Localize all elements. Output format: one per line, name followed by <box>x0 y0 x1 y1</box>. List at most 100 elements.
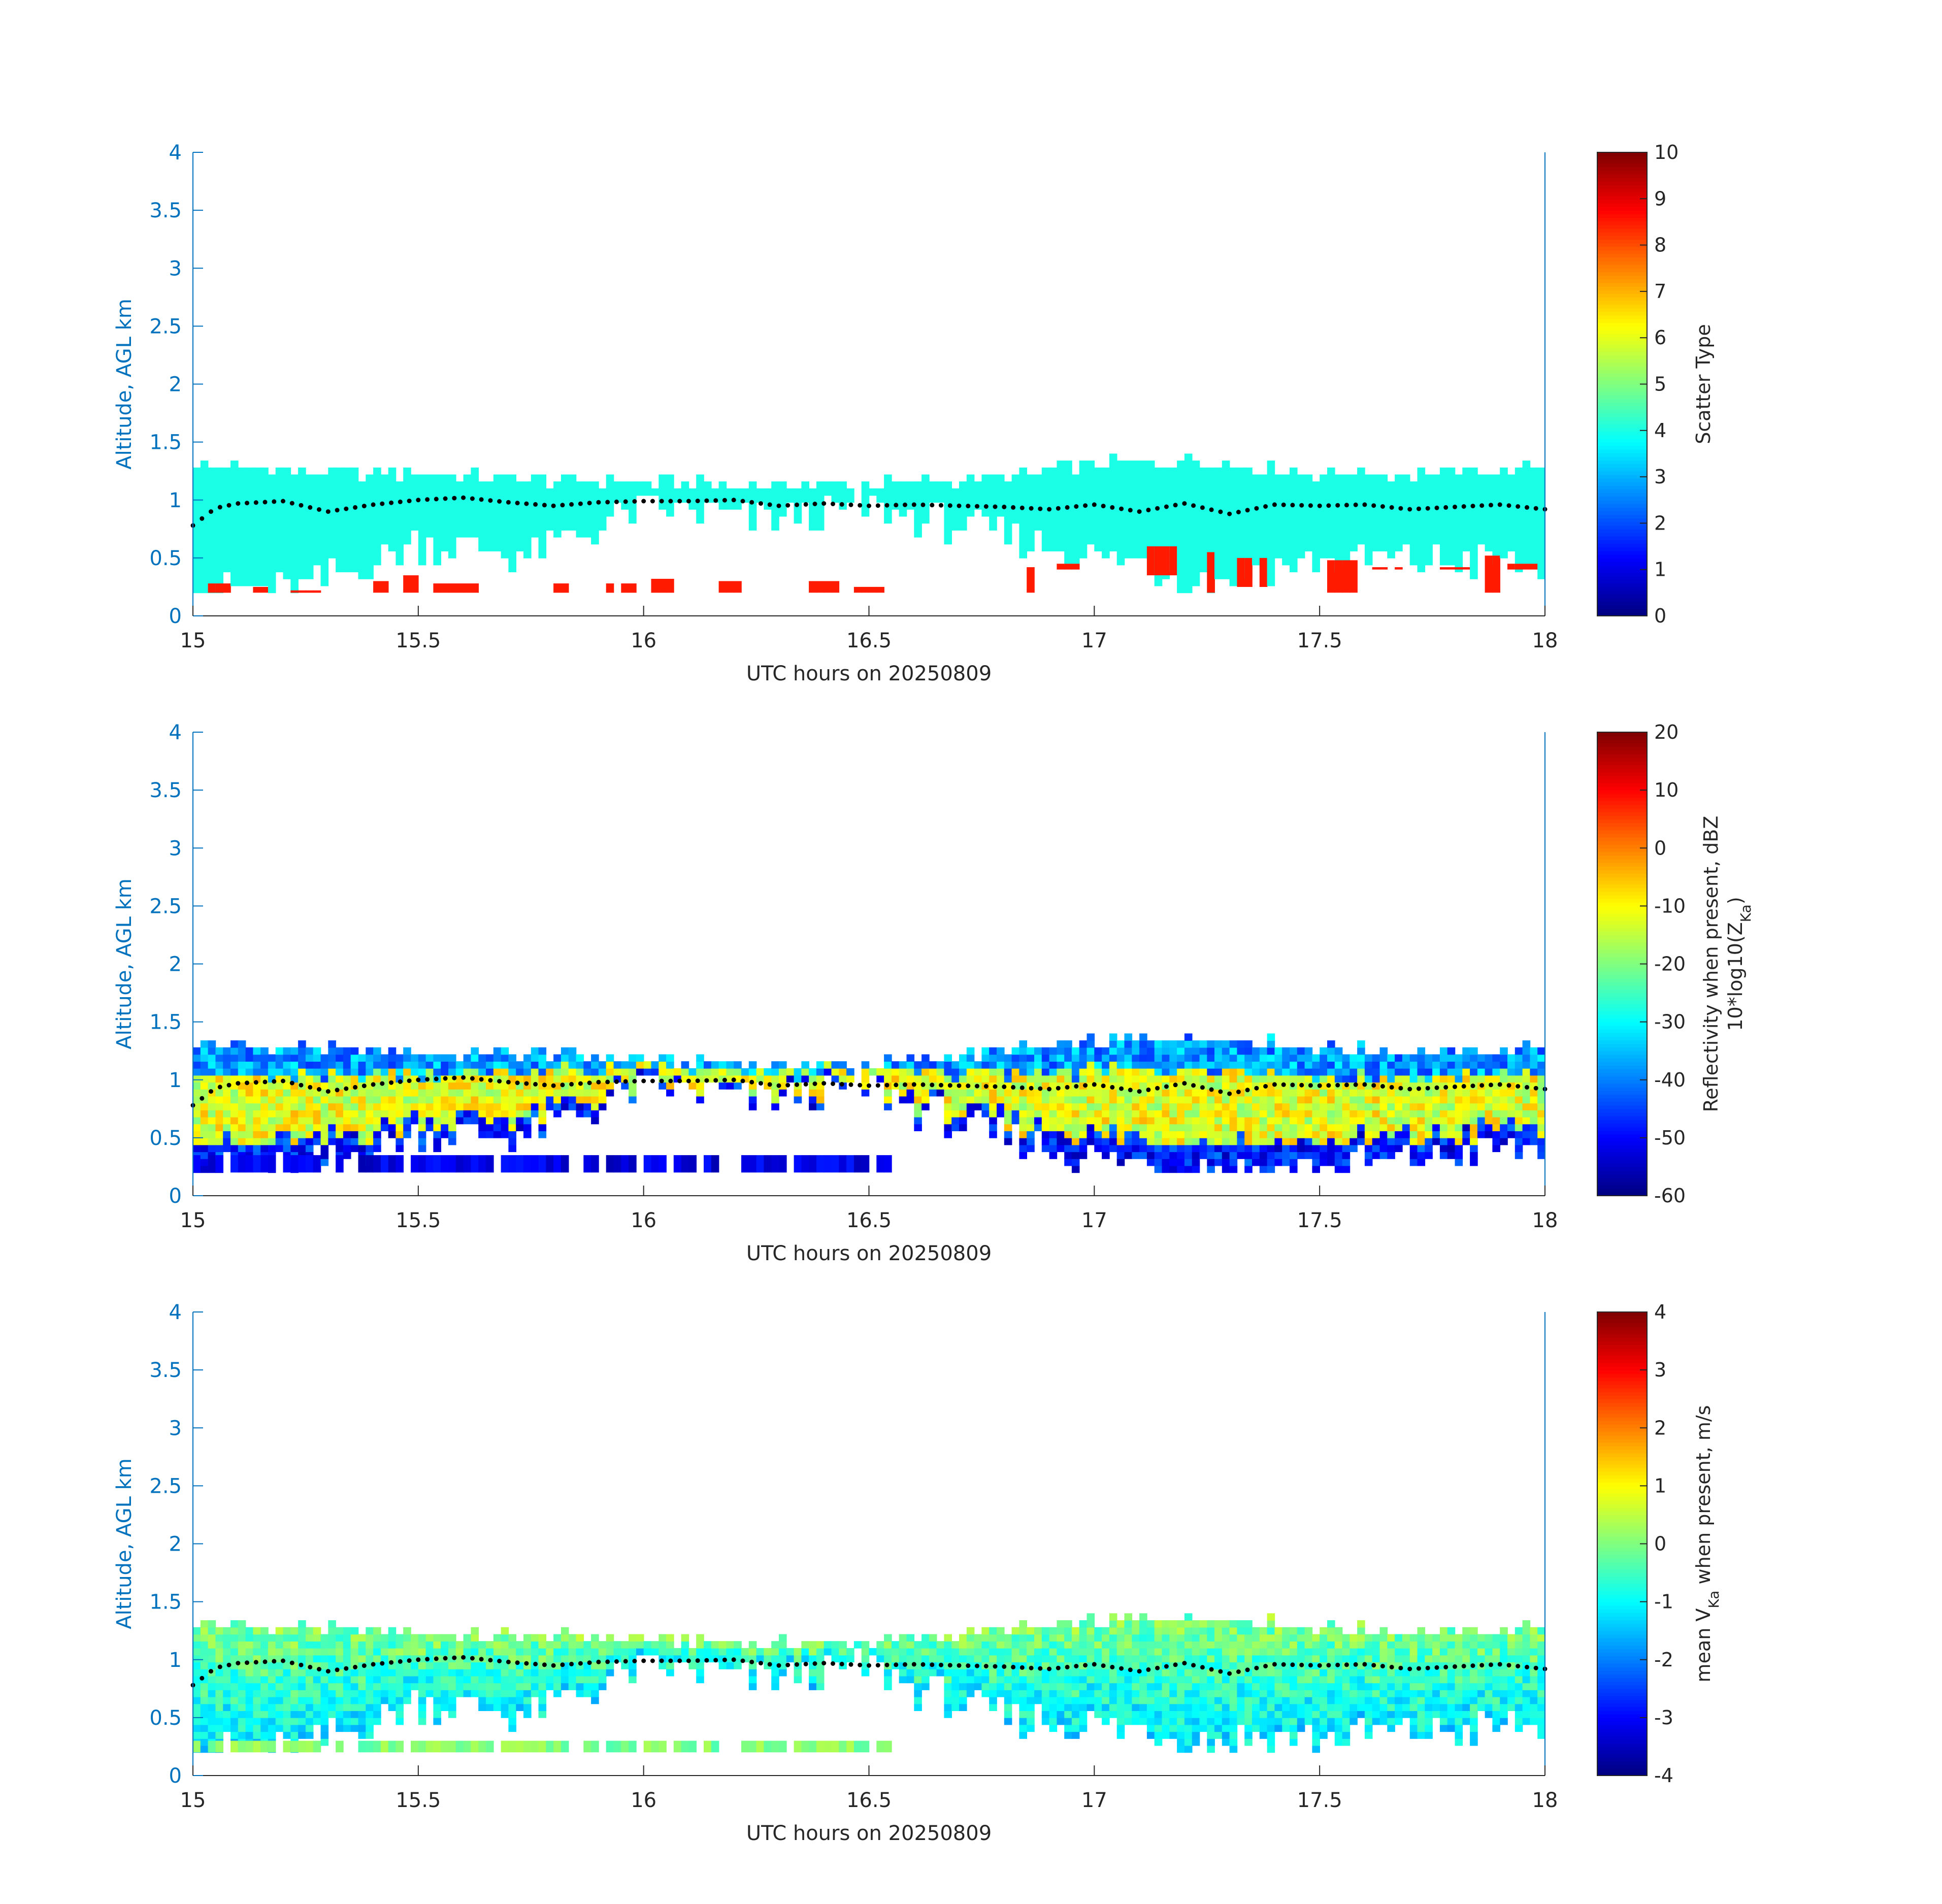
heatmap-cell <box>305 474 314 482</box>
heatmap-cell <box>1146 530 1155 538</box>
heatmap-cell <box>305 1054 314 1062</box>
heatmap-cell <box>1267 1040 1275 1048</box>
heatmap-cell <box>914 481 922 489</box>
heatmap-cell <box>1244 1152 1253 1159</box>
series-dot <box>1200 505 1205 510</box>
heatmap-cell <box>531 1054 539 1062</box>
heatmap-cell <box>1395 474 1403 482</box>
heatmap-cell <box>1485 523 1493 531</box>
heatmap-cell <box>1274 1068 1282 1076</box>
colorbar-segment <box>1597 978 1647 982</box>
series-dot <box>839 1081 844 1087</box>
heatmap-cell <box>208 1047 216 1055</box>
heatmap-cell-lower <box>1259 557 1268 587</box>
heatmap-cell <box>1034 509 1042 517</box>
heatmap-cell <box>1537 557 1545 566</box>
heatmap-cell <box>1094 1103 1102 1110</box>
heatmap-cell <box>1507 1054 1516 1062</box>
heatmap-cell <box>1079 509 1088 517</box>
series-dot <box>533 1081 538 1087</box>
heatmap-cell <box>989 1047 997 1055</box>
heatmap-cell <box>1109 453 1117 461</box>
heatmap-cell <box>1372 1137 1380 1145</box>
heatmap-cell <box>441 474 449 482</box>
heatmap-cell <box>1507 1110 1516 1118</box>
heatmap-cell <box>433 488 441 496</box>
heatmap-cell <box>1447 537 1456 545</box>
colorbar-segment <box>1597 794 1647 798</box>
heatmap-cell <box>1402 1103 1410 1110</box>
heatmap-cell-lower <box>853 586 862 593</box>
heatmap-cell <box>373 557 381 566</box>
heatmap-cell <box>1349 1061 1358 1069</box>
heatmap-cell <box>1229 1117 1238 1125</box>
heatmap-cell <box>997 1068 1005 1076</box>
heatmap-cell <box>1027 1124 1035 1131</box>
heatmap-cell <box>478 523 486 531</box>
heatmap-cell <box>320 1054 329 1062</box>
colorbar-segment <box>1597 801 1647 805</box>
series-dot <box>1119 506 1124 511</box>
heatmap-cell <box>1004 530 1012 538</box>
heatmap-cell <box>253 1068 261 1076</box>
heatmap-cell <box>1079 467 1088 475</box>
heatmap-cell <box>1177 1137 1185 1145</box>
heatmap-cell <box>313 481 321 489</box>
series-dot <box>1516 504 1521 509</box>
heatmap-cell <box>726 502 734 510</box>
heatmap-cell <box>583 1089 591 1097</box>
heatmap-cell <box>1500 544 1508 551</box>
heatmap-cell <box>1064 1089 1072 1097</box>
heatmap-cell <box>1537 495 1545 503</box>
heatmap-cell <box>1214 1075 1223 1083</box>
heatmap-cell <box>1207 530 1215 538</box>
heatmap-cell <box>1462 481 1470 489</box>
heatmap-cell <box>320 1137 329 1145</box>
heatmap-cell <box>1102 1054 1110 1062</box>
heatmap-cell <box>1162 537 1170 545</box>
heatmap-cell <box>305 495 314 503</box>
heatmap-cell <box>899 488 907 496</box>
heatmap-cell <box>1199 537 1208 545</box>
heatmap-cell <box>1184 1040 1193 1048</box>
heatmap-cell <box>553 495 562 503</box>
heatmap-cell <box>298 557 306 566</box>
heatmap-cell <box>388 544 397 551</box>
heatmap-cell <box>1079 1096 1088 1104</box>
heatmap-cell <box>1162 1103 1170 1110</box>
heatmap-cell <box>328 1124 336 1131</box>
heatmap-cell <box>448 474 456 482</box>
heatmap-cell <box>471 1103 479 1110</box>
heatmap-cell <box>914 1096 922 1104</box>
heatmap-cell <box>1342 1103 1351 1110</box>
heatmap-cell <box>200 1165 209 1173</box>
heatmap-cell-lower <box>253 1155 261 1173</box>
heatmap-cell <box>366 474 374 482</box>
heatmap-cell-lower <box>486 1155 494 1173</box>
colorbar-segment <box>1597 1022 1647 1026</box>
colorbar-segment <box>1597 250 1647 254</box>
series-dot <box>731 1077 736 1082</box>
series-dot <box>848 1082 853 1087</box>
heatmap-cell <box>1387 523 1395 531</box>
series-dot <box>389 1080 394 1085</box>
heatmap-cell <box>1282 1110 1290 1118</box>
colorbar-segment <box>1597 608 1647 613</box>
heatmap-cell <box>1034 1117 1042 1125</box>
heatmap-cell-lower <box>501 1155 509 1173</box>
heatmap-cell <box>1395 523 1403 531</box>
heatmap-cell <box>1372 516 1380 524</box>
heatmap-cell <box>358 481 367 489</box>
series-dot <box>1227 1091 1232 1096</box>
heatmap-cell <box>1312 1082 1320 1090</box>
heatmap-cell <box>463 481 472 489</box>
series-dot <box>542 1082 547 1088</box>
heatmap-cell <box>809 488 817 496</box>
heatmap-cell <box>1199 557 1208 566</box>
heatmap-cell <box>1184 1165 1193 1173</box>
heatmap-cell <box>1364 1103 1373 1110</box>
heatmap-cell <box>1492 474 1500 482</box>
heatmap-cell <box>373 1131 381 1138</box>
heatmap-cell <box>1402 1137 1410 1145</box>
heatmap-cell <box>1342 509 1351 517</box>
